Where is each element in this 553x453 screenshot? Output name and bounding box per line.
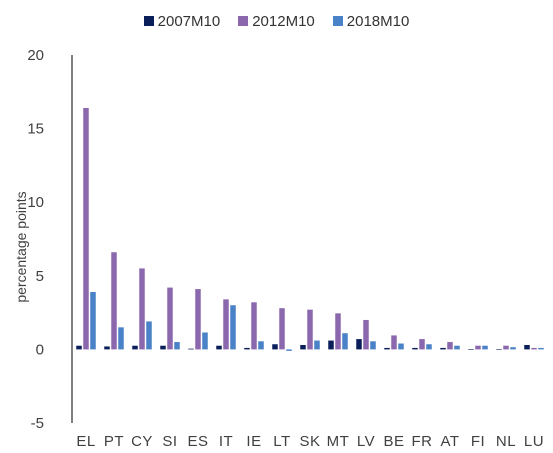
legend-swatch: [238, 16, 249, 26]
bar-cy-2012m10: [139, 268, 145, 350]
bar-si-2018m10: [174, 342, 180, 350]
y-tick-label: 20: [27, 47, 44, 64]
y-tick-label: -5: [31, 415, 44, 432]
bar-mt-2018m10: [342, 333, 348, 350]
legend-swatch: [143, 16, 154, 26]
y-tick-label: 15: [27, 121, 44, 138]
bar-nl-2007m10: [496, 349, 502, 350]
bar-it-2012m10: [223, 299, 229, 350]
bar-lu-2018m10: [538, 347, 544, 350]
bar-ie-2007m10: [244, 347, 250, 350]
bars: [76, 107, 544, 351]
bar-at-2012m10: [447, 342, 453, 350]
bar-si-2012m10: [167, 287, 173, 350]
bar-lt-2012m10: [279, 308, 285, 350]
bar-lu-2012m10: [531, 347, 537, 350]
bar-lt-2007m10: [272, 344, 278, 350]
bar-cy-2007m10: [132, 345, 138, 350]
x-tick-label: PT: [104, 433, 124, 450]
x-tick-label: LU: [524, 433, 544, 450]
bar-es-2012m10: [195, 289, 201, 350]
x-tick-label: LV: [357, 433, 375, 450]
bar-it-2007m10: [216, 345, 222, 350]
y-tick-label: 0: [36, 341, 44, 358]
bar-lt-2018m10: [286, 349, 292, 351]
bar-fi-2007m10: [468, 349, 474, 350]
x-tick-label: FR: [412, 433, 433, 450]
bar-be-2007m10: [384, 347, 390, 350]
bar-es-2007m10: [188, 348, 194, 350]
bar-sk-2007m10: [300, 344, 306, 350]
y-tick-label: 5: [36, 268, 44, 285]
y-tick-label: 10: [27, 194, 44, 211]
x-axis: EL PT CY SI ES IT IE LT SK MT LV BE FR AT FI NL LU: [76, 433, 544, 450]
bar-it-2018m10: [230, 305, 236, 350]
x-tick-label: ES: [187, 433, 208, 450]
bar-es-2018m10: [202, 332, 208, 350]
bar-pt-2007m10: [104, 346, 110, 350]
legend-label: 2018M10: [346, 12, 410, 30]
legend-item: 2018M10: [332, 12, 410, 30]
x-tick-label: FI: [471, 433, 485, 450]
bar-cy-2018m10: [146, 321, 152, 350]
bar-at-2018m10: [454, 345, 460, 350]
bar-lv-2007m10: [356, 339, 362, 350]
bar-at-2007m10: [440, 347, 446, 350]
bar-el-2012m10: [83, 107, 89, 350]
legend: 2007M10 2012M10 2018M10: [0, 10, 553, 32]
bar-nl-2012m10: [503, 345, 509, 350]
legend-label: 2007M10: [157, 12, 221, 30]
x-tick-label: CY: [131, 433, 153, 450]
x-tick-label: NL: [496, 433, 516, 450]
legend-label: 2012M10: [252, 12, 315, 30]
x-tick-label: EL: [76, 433, 95, 450]
bar-sk-2018m10: [314, 340, 320, 350]
x-tick-label: SI: [162, 433, 177, 450]
x-tick-label: IT: [219, 433, 233, 450]
bar-el-2018m10: [90, 291, 96, 350]
x-tick-label: MT: [327, 433, 350, 450]
bar-fi-2018m10: [482, 345, 488, 350]
bar-sk-2012m10: [307, 309, 313, 350]
bar-mt-2012m10: [335, 313, 341, 350]
bar-el-2007m10: [76, 345, 82, 350]
x-tick-label: LT: [273, 433, 290, 450]
legend-item: 2007M10: [143, 12, 221, 30]
x-tick-label: AT: [440, 433, 459, 450]
x-tick-label: SK: [299, 433, 320, 450]
bar-mt-2007m10: [328, 340, 334, 350]
bar-fr-2007m10: [412, 347, 418, 350]
x-tick-label: BE: [383, 433, 404, 450]
bar-pt-2018m10: [118, 327, 124, 350]
bar-ie-2018m10: [258, 341, 264, 350]
bar-fi-2012m10: [475, 345, 481, 350]
bar-be-2018m10: [398, 343, 404, 350]
legend-swatch: [332, 16, 343, 26]
x-tick-label: IE: [246, 433, 261, 450]
bar-lv-2018m10: [370, 341, 376, 350]
bar-fr-2018m10: [426, 344, 432, 350]
bar-pt-2012m10: [111, 252, 117, 350]
y-axis: -5 0 5 10 15 20: [27, 47, 73, 432]
bar-si-2007m10: [160, 345, 166, 350]
bar-fr-2012m10: [419, 339, 425, 350]
bar-lv-2012m10: [363, 319, 369, 350]
legend-item: 2012M10: [238, 13, 315, 30]
bar-be-2012m10: [391, 335, 397, 350]
bar-ie-2012m10: [251, 302, 257, 350]
bar-lu-2007m10: [524, 344, 530, 350]
y-axis-label: percentage points: [13, 191, 29, 302]
bar-nl-2018m10: [510, 347, 516, 350]
